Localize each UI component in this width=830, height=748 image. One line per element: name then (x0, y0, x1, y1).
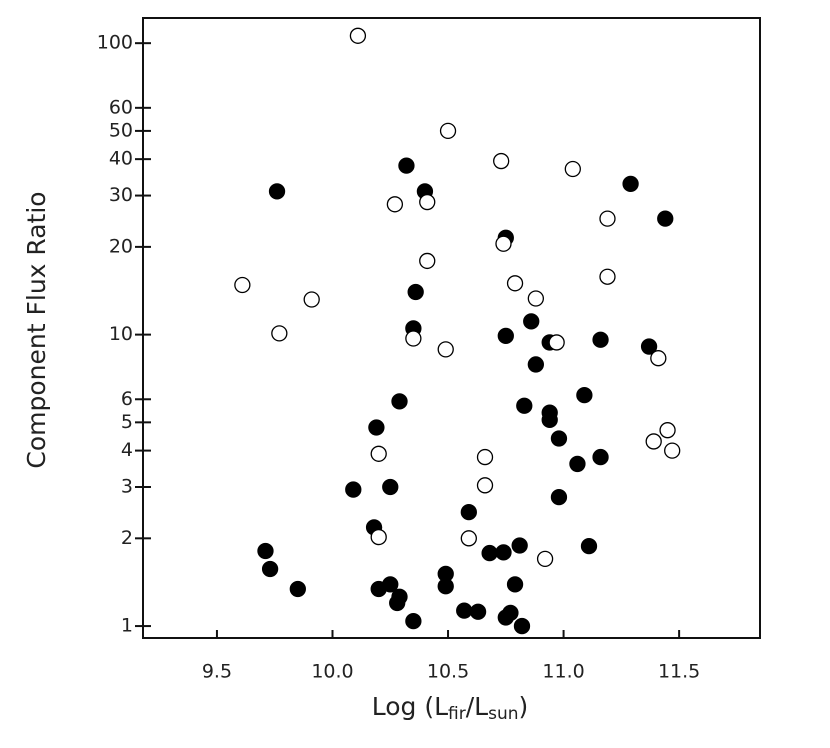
y-tick-label: 40 (109, 148, 133, 170)
point (645, 433, 662, 450)
y-tick-label: 2 (121, 527, 133, 549)
point (289, 580, 306, 598)
point (592, 331, 609, 348)
point (550, 430, 568, 447)
y-tick-label: 3 (121, 476, 133, 498)
point (599, 210, 616, 227)
y-tick-label: 4 (121, 439, 133, 461)
point (460, 503, 477, 521)
point (548, 334, 565, 351)
point (460, 530, 477, 547)
point (382, 576, 399, 593)
point (419, 193, 436, 211)
point (398, 157, 415, 174)
point (405, 330, 422, 347)
point (497, 327, 514, 345)
point (527, 356, 544, 373)
point (271, 325, 288, 342)
y-tick-label: 100 (97, 32, 133, 54)
point (664, 442, 681, 459)
point (419, 252, 436, 270)
y-tick-label: 20 (109, 235, 133, 257)
point (569, 455, 586, 473)
point (580, 538, 598, 555)
point (506, 275, 524, 292)
point (370, 445, 387, 462)
point (599, 268, 616, 285)
point (622, 175, 639, 193)
point (640, 338, 658, 355)
point (476, 477, 494, 494)
point (391, 393, 408, 410)
point (481, 544, 498, 562)
x-axis-label: Log (Lfir/Lsun) (372, 692, 529, 724)
y-tick-label: 30 (109, 184, 133, 206)
point (261, 560, 279, 578)
point (268, 183, 286, 200)
point (368, 419, 385, 436)
point (405, 612, 422, 630)
point (513, 617, 531, 635)
x-tick-label: 10.5 (427, 661, 469, 683)
point (523, 313, 540, 330)
point (349, 27, 367, 44)
point (657, 210, 674, 227)
point (370, 528, 387, 546)
point (386, 196, 404, 213)
point (437, 578, 454, 595)
x-tick-label: 11.5 (658, 661, 700, 683)
point (389, 594, 406, 612)
point (495, 235, 512, 252)
y-tick-label: 6 (121, 388, 133, 410)
point (502, 604, 519, 622)
point (407, 283, 424, 301)
point (493, 152, 510, 170)
point (234, 276, 251, 294)
point (303, 291, 320, 308)
y-tick-label: 50 (109, 119, 133, 141)
point (437, 341, 454, 358)
y-tick-label: 5 (121, 411, 133, 433)
plot-frame (142, 17, 761, 639)
x-tick-label: 9.5 (202, 661, 232, 683)
point (659, 422, 676, 439)
point (541, 411, 558, 428)
point (550, 488, 568, 506)
point (439, 122, 457, 140)
y-tick-label: 60 (109, 96, 133, 118)
point (527, 290, 544, 307)
point (516, 397, 533, 414)
point (345, 481, 362, 498)
x-tick-label: 11.0 (542, 661, 584, 683)
point (469, 603, 487, 620)
point (456, 602, 473, 619)
point (382, 478, 399, 496)
point (536, 550, 554, 568)
point (592, 448, 609, 466)
point (564, 160, 581, 178)
point (511, 537, 528, 554)
y-axis-label: Component Flux Ratio (22, 191, 51, 468)
y-tick-label: 10 (109, 323, 133, 345)
point (257, 542, 274, 560)
point (476, 448, 494, 466)
point (495, 544, 512, 561)
x-tick-label: 10.0 (311, 661, 353, 683)
point (650, 350, 667, 367)
y-tick-label: 1 (121, 615, 133, 637)
point (506, 576, 524, 593)
point (576, 386, 593, 404)
